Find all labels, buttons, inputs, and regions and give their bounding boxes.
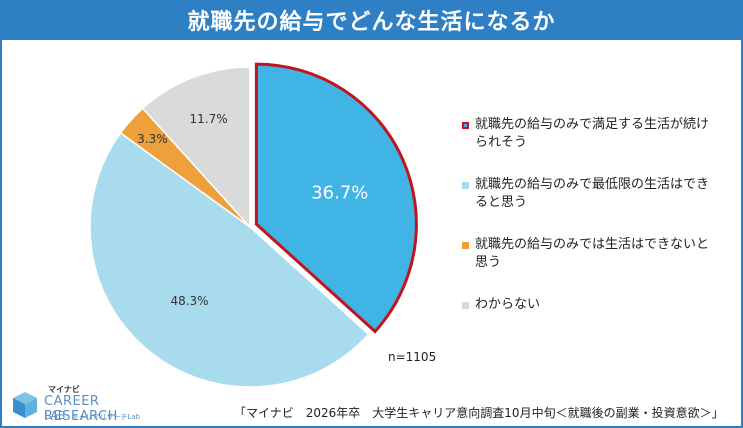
- career-research-lab-logo: マイナビ CAREER RESEARCH LAB キャリアリサーチLab: [10, 384, 160, 424]
- source-note: 「マイナビ 2026年卒 大学生キャリア意向調査10月中旬＜就職後の副業・投資意…: [234, 406, 724, 420]
- pie-slice-minimum: [89, 131, 370, 388]
- legend-label: 就職先の給与のみで最低限の生活はできると思う: [475, 177, 710, 210]
- logo-brand-small: マイナビ: [48, 385, 80, 394]
- pie-slice-satisfied: [254, 62, 418, 334]
- legend-item-minimum: 就職先の給与のみで最低限の生活はできると思う: [462, 176, 712, 212]
- legend-item-unknown: わからない: [462, 296, 712, 314]
- pie-slice-cannot-label: 3.3%: [137, 132, 168, 146]
- legend-swatch: [462, 302, 469, 309]
- legend-item-cannot: 就職先の給与のみでは生活はできないと思う: [462, 236, 712, 272]
- legend-label: わからない: [475, 297, 541, 312]
- pie-slice-unknown: [141, 66, 251, 229]
- logo-lab: LAB: [44, 409, 66, 422]
- legend-swatch: [462, 182, 469, 189]
- legend-swatch: [462, 122, 469, 129]
- logo-line1: CAREER RESEARCH: [44, 394, 118, 424]
- legend-item-satisfied: 就職先の給与のみで満足する生活が続けられそう: [462, 116, 712, 152]
- chart-title: 就職先の給与でどんな生活になるか: [0, 0, 743, 40]
- legend-swatch: [462, 242, 469, 249]
- pie-chart: 36.7% 48.3% 3.3% 11.7%: [89, 62, 418, 388]
- legend: 就職先の給与のみで満足する生活が続けられそう 就職先の給与のみで最低限の生活はで…: [462, 116, 712, 338]
- legend-label: 就職先の給与のみで満足する生活が続けられそう: [475, 117, 710, 150]
- sample-size: n=1105: [388, 350, 437, 364]
- pie-slice-unknown-label: 11.7%: [190, 112, 228, 126]
- logo-sub: キャリアリサーチLab: [71, 413, 141, 421]
- logo-line2: LAB キャリアリサーチLab: [44, 409, 140, 422]
- cube-logo-icon: [13, 392, 37, 418]
- pie-slice-minimum-label: 48.3%: [170, 294, 208, 308]
- pie-slice-satisfied-label: 36.7%: [311, 182, 368, 203]
- legend-label: 就職先の給与のみでは生活はできないと思う: [475, 237, 710, 270]
